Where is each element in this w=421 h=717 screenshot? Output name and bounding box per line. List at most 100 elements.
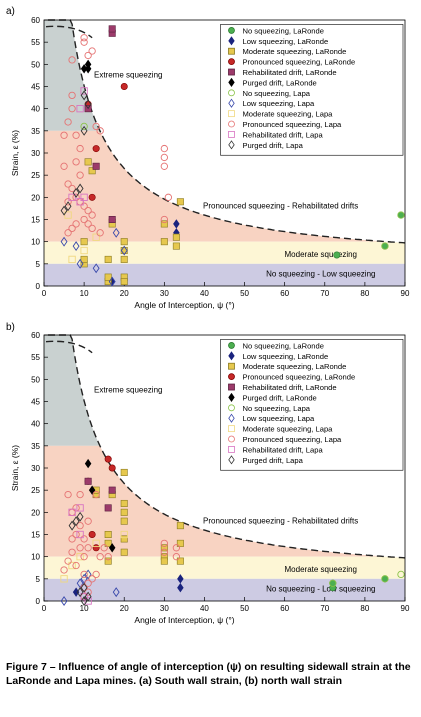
data-point [84,99,92,110]
data-point [104,455,112,463]
data-point [76,530,84,539]
data-point [96,229,104,237]
y-tick-label: 35 [31,127,40,136]
data-point [80,193,88,201]
x-tick-label: 60 [280,604,289,613]
data-point [80,238,88,246]
data-point [108,464,116,472]
y-tick-label: 10 [31,238,40,247]
data-point [76,198,84,206]
legend-entry: Purged drift, LaRonde [242,393,316,402]
x-tick-label: 80 [360,289,369,298]
legend-box [220,339,404,471]
data-point [120,255,128,263]
legend-marker [228,58,235,66]
x-tick-label: 0 [42,289,47,298]
data-point [108,543,116,553]
legend-entry: No squeezing, LaRonde [242,26,323,35]
series-moderate-squeezing-laronde [92,468,184,565]
y-tick-label: 0 [36,282,41,291]
legend-marker [228,68,235,76]
data-point [173,219,180,229]
legend-entry: No squeezing, LaRonde [242,341,323,350]
legend-marker [228,120,235,128]
series-low-squeezing-laronde [72,574,184,597]
data-point [92,145,100,153]
chart-south-wall: 0 10 20 30 40 50 60 70 80 90 0 5 10 15 20 25 30 35 40 45 50 5… [10,16,410,310]
data-point [120,83,128,91]
legend-marker [228,362,235,370]
data-point [80,122,88,131]
panel-label-a: a) [6,6,15,17]
series-rehabilitated-drift-lapa [68,504,92,605]
data-point [68,193,76,201]
data-point [92,539,100,548]
data-point [92,122,100,131]
data-point [88,485,96,495]
data-point [88,211,96,219]
data-point [72,193,80,201]
annotation-moderate: Moderate squeezing [285,565,358,574]
legend-entry: No squeezing, Lapa [242,404,310,413]
data-point [108,276,116,287]
x-tick-label: 90 [401,604,410,613]
data-point [120,238,128,246]
legend-marker [228,131,235,138]
series-pronounced-squeezing-lapa [60,34,172,237]
legend-entry: Moderate squeezing, LaRonde [242,362,346,371]
data-point [397,211,405,219]
data-point [76,105,84,113]
data-point [68,184,76,193]
legend-entry: Moderate squeezing, Lapa [242,425,333,434]
data-point [68,224,76,233]
data-point [176,539,184,547]
legend-marker [228,435,235,443]
series-purged-drift-laronde [84,458,116,553]
data-point [92,490,100,499]
figure-caption: Figure 7 – Influence of angle of interce… [6,661,411,687]
annotation-none-low: No squeezing - Low squeezing [266,585,375,594]
series-rehabilitated-drift-laronde [84,477,116,512]
data-point [381,575,389,583]
y-tick-label: 15 [31,216,40,225]
data-point [80,570,88,579]
data-point [68,508,76,516]
data-point [120,535,128,543]
data-point [72,561,80,570]
x-tick-label: 80 [360,604,369,613]
y-tick-label: 40 [31,420,40,429]
data-point [84,544,92,552]
data-point [84,220,92,228]
y-tick-label: 25 [31,486,40,495]
data-point [68,561,76,570]
data-point [120,517,128,525]
data-point [329,579,337,587]
legend-entry: Moderate squeezing, LaRonde [242,47,346,56]
data-point [84,569,92,580]
data-point [80,582,88,593]
data-point [108,216,116,224]
data-point [72,131,80,139]
limit-curve [48,19,406,244]
data-point [68,56,76,64]
y-tick-label: 25 [31,171,40,180]
data-point [177,583,184,593]
data-point [104,553,112,561]
legend-marker [228,413,235,423]
data-point [92,544,100,552]
chart-north-wall: 0 10 20 30 40 50 60 70 80 90 0 5 10 15 20 25 30 35 40 45 50 5… [10,331,410,625]
data-point [176,198,184,206]
data-point [112,227,120,238]
data-point [120,499,128,507]
data-point [60,131,68,139]
legend-marker [228,383,235,391]
y-tick-label: 60 [31,331,40,340]
series-moderate-squeezing-lapa [60,530,128,583]
y-tick-label: 45 [31,398,40,407]
data-point [88,193,96,201]
data-point [108,25,116,33]
data-point [84,579,92,587]
legend-entry: Rehabilitated drift, Lapa [242,130,323,139]
data-point [84,59,92,70]
legend: No squeezing, LaRonde Low squeezing, LaRo… [220,339,404,471]
